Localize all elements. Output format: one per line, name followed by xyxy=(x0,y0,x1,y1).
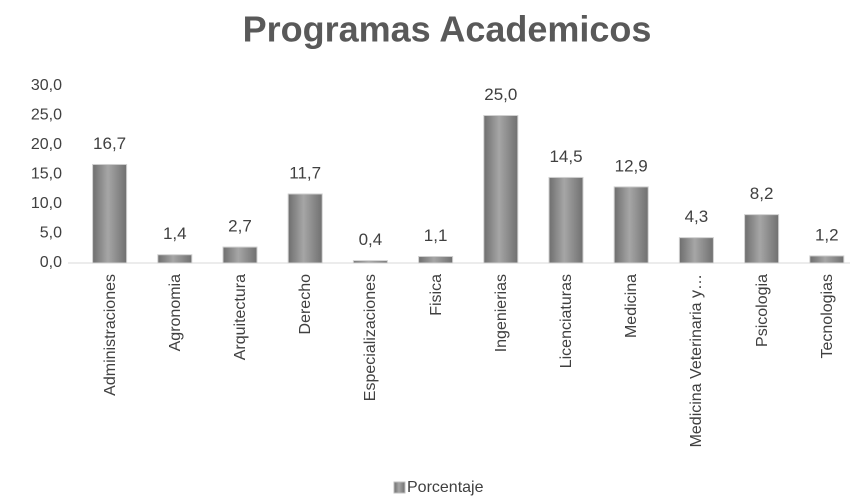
value-label: 25,0 xyxy=(484,85,517,104)
bar xyxy=(809,255,845,264)
bar xyxy=(287,193,323,264)
x-tick-label: Medicina Veterinaria y… xyxy=(687,274,705,448)
y-tick-label: 5,0 xyxy=(40,225,62,242)
bar xyxy=(352,260,388,264)
bar xyxy=(613,186,649,264)
bar xyxy=(548,176,584,264)
y-tick-label: 0,0 xyxy=(40,254,62,271)
value-label: 1,4 xyxy=(163,224,187,243)
value-label: 4,3 xyxy=(685,207,709,226)
x-tick-label: Agronomia xyxy=(166,274,184,352)
bar xyxy=(92,163,128,264)
bar xyxy=(157,254,193,264)
x-tick-label: Fisica xyxy=(427,274,445,316)
legend-marker xyxy=(393,481,406,494)
value-label: 14,5 xyxy=(549,147,582,166)
x-tick-label: Arquitectura xyxy=(231,274,249,361)
x-tick-label: Medicina xyxy=(622,274,640,339)
bar xyxy=(222,246,258,264)
legend-label: Porcentaje xyxy=(407,479,484,496)
bar xyxy=(744,214,780,264)
value-label: 2,7 xyxy=(228,217,252,236)
x-tick-label: Licenciaturas xyxy=(557,274,575,369)
value-label: 12,9 xyxy=(615,156,648,175)
bar xyxy=(678,237,714,264)
x-tick-label: Derecho xyxy=(296,274,314,335)
x-tick-label: Psicologia xyxy=(753,274,771,347)
value-label: 0,4 xyxy=(359,230,383,249)
y-tick-label: 15,0 xyxy=(31,166,62,183)
bar xyxy=(418,256,454,264)
x-tick-label: Tecnologias xyxy=(818,274,836,359)
value-label: 1,2 xyxy=(815,225,839,244)
y-tick-label: 10,0 xyxy=(31,195,62,212)
value-label: 1,1 xyxy=(424,226,448,245)
value-label: 16,7 xyxy=(93,134,126,153)
x-tick-label: Ingenierias xyxy=(492,274,510,353)
bar xyxy=(483,115,519,264)
x-tick-label: Especializaciones xyxy=(361,274,379,402)
value-label: 11,7 xyxy=(289,163,321,182)
chart-title: Programas Academicos xyxy=(243,9,652,50)
value-label: 8,2 xyxy=(750,184,774,203)
y-tick-label: 25,0 xyxy=(31,107,62,124)
y-tick-label: 30,0 xyxy=(31,77,62,94)
x-tick-label: Administraciones xyxy=(101,274,119,396)
y-tick-label: 20,0 xyxy=(31,136,62,153)
